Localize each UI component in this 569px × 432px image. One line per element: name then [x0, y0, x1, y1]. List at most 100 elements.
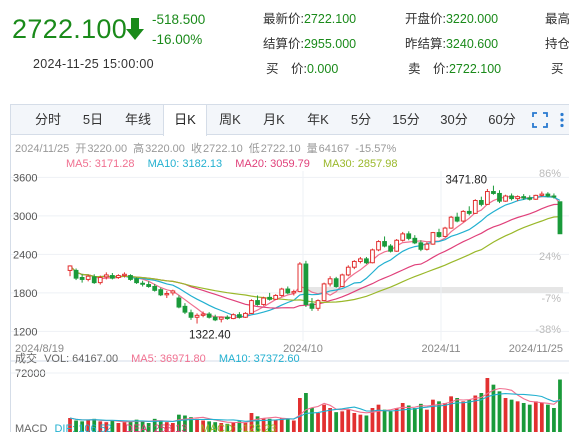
macd-legend: MACD DIF: 106.52 DEA: 258.13 MACD: -123.… — [15, 423, 276, 432]
open-price-label: 开盘价: — [405, 12, 446, 26]
percent-axis: 86% 24% -7% -38% — [535, 168, 561, 336]
volume-bar — [394, 408, 399, 432]
candle — [309, 298, 315, 311]
buy-price-label: 买 价: — [266, 62, 307, 76]
candle — [182, 303, 188, 315]
fullscreen-icon[interactable] — [531, 111, 549, 129]
tab-monthly-k[interactable]: 月K — [263, 112, 285, 127]
kline-chart[interactable]: 2024/11/25 开3220.00 高3220.00 收2722.10 低2… — [11, 105, 569, 432]
volume-bar — [376, 404, 381, 432]
candle — [460, 210, 466, 223]
ma-lines — [69, 195, 561, 319]
x-tick-label: 2024/11 — [422, 343, 461, 355]
tab-yearly-k[interactable]: 年K — [307, 112, 329, 127]
candle-body — [218, 316, 224, 320]
candle-body — [170, 290, 176, 294]
candle-body — [557, 201, 563, 235]
y-tick-label: 1800 — [13, 288, 37, 300]
candle — [515, 195, 521, 202]
candlesticks — [67, 185, 563, 324]
candle — [412, 235, 418, 245]
tab-60min[interactable]: 60分 — [488, 112, 516, 127]
volume-bar — [322, 404, 326, 432]
candle — [527, 195, 533, 201]
prev-settle-label: 昨结算: — [405, 37, 446, 51]
candle-body — [321, 283, 327, 302]
candle-body — [424, 243, 430, 250]
candle — [333, 276, 339, 288]
candle — [237, 312, 242, 319]
candle — [485, 188, 490, 205]
candle-body — [388, 245, 393, 252]
volume-bar — [527, 404, 532, 432]
candle-body — [255, 300, 260, 305]
menu-dots-icon[interactable] — [553, 111, 569, 129]
volume-bar — [201, 420, 205, 432]
tab-daily-k[interactable]: 日K — [163, 105, 207, 136]
x-tick-label: 2024/10 — [283, 343, 323, 355]
tab-5min[interactable]: 5分 — [350, 112, 372, 127]
candle-body — [206, 313, 212, 318]
candle-body — [249, 300, 254, 314]
price-change: -518.500 -16.00% — [152, 10, 205, 50]
candle — [430, 231, 436, 245]
settle-price-row: 结算价:2955.000 — [263, 33, 356, 52]
volume-bar — [521, 403, 526, 432]
volume-bar — [388, 411, 393, 432]
tab-weekly-k[interactable]: 周K — [219, 112, 241, 127]
candle — [551, 193, 557, 199]
percent-tick-label: -38% — [535, 324, 561, 336]
candle-body — [521, 196, 527, 199]
candle-body — [309, 303, 315, 309]
tab-30min[interactable]: 30分 — [440, 112, 468, 127]
tab-intraday[interactable]: 分时 — [34, 112, 61, 127]
volume-bar — [68, 418, 72, 432]
candle-body — [79, 276, 85, 280]
candle-body — [279, 288, 285, 296]
candle-body — [194, 314, 200, 318]
latest-price-label: 最新价: — [263, 12, 304, 26]
volume-bar — [418, 403, 423, 432]
candle-body — [128, 275, 133, 280]
volume-bar — [279, 418, 284, 432]
candle-body — [243, 312, 248, 318]
ma30-legend: MA30: 2857.98 — [323, 158, 398, 170]
candle — [79, 274, 85, 283]
candle-body — [327, 278, 333, 285]
candle — [442, 226, 448, 238]
candle — [188, 309, 194, 320]
candle-body — [357, 258, 363, 262]
candle-body — [466, 210, 472, 214]
candle — [448, 215, 454, 229]
ma10-legend: MA10: 3182.13 — [148, 158, 223, 170]
candle-body — [551, 195, 557, 198]
candle-body — [91, 276, 97, 284]
volume-bar — [497, 391, 502, 432]
volume-bar — [515, 401, 520, 432]
candle — [382, 236, 387, 248]
volume-bar — [316, 413, 320, 432]
volume-bar — [122, 422, 127, 432]
tab-5day[interactable]: 5日 — [82, 112, 104, 127]
tab-15min[interactable]: 15分 — [392, 112, 420, 127]
candle — [230, 313, 236, 320]
buy-price-value: 0.000 — [306, 62, 339, 76]
volume-bar — [479, 393, 484, 432]
candle-body — [509, 195, 514, 200]
volume-bar — [449, 396, 453, 432]
candle — [279, 287, 285, 297]
candle-body — [212, 316, 218, 321]
candle-body — [182, 305, 188, 313]
volume-bar — [412, 408, 417, 432]
volume-bar — [128, 420, 133, 432]
volume-bar — [455, 398, 460, 432]
volume-legend: 成交 VOL: 64167.00 MA5: 36971.80 MA10: 373… — [15, 351, 300, 365]
open-price-row: 开盘价:3220.000 — [405, 8, 498, 27]
candle — [376, 240, 381, 252]
volume-bar — [158, 420, 163, 432]
ma10-line — [69, 195, 561, 318]
volume-bar — [406, 405, 411, 432]
candle — [152, 283, 158, 292]
tab-year-line[interactable]: 年线 — [124, 112, 151, 127]
volume-bar — [558, 379, 562, 432]
